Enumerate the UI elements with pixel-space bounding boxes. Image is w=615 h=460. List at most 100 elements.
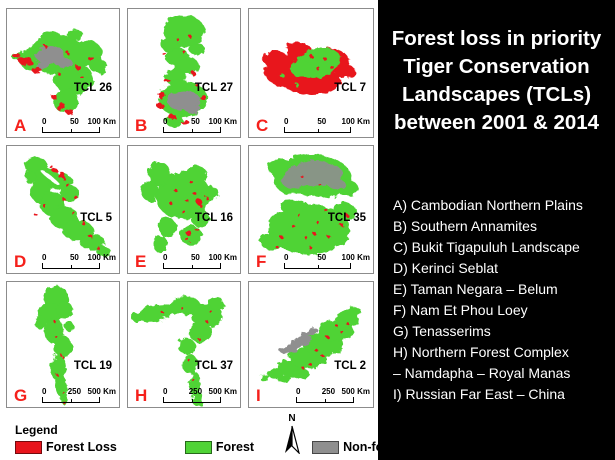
scale-end: 100 Km	[208, 253, 237, 262]
panel-letter: A	[14, 116, 27, 135]
forest-area	[279, 48, 341, 87]
scale-bar: 0 50 100 Km	[163, 253, 237, 269]
scale-bar: 0 50 100 Km	[284, 117, 370, 133]
scale-end: 100 Km	[341, 117, 370, 126]
scale-bar-line	[163, 127, 221, 133]
forest-area	[24, 156, 111, 257]
map-panel-tcl-35: TCL 35 F 0 50 100 Km	[248, 145, 374, 274]
forest-loss-area	[12, 45, 95, 115]
map-graphic-tcl-7	[263, 43, 355, 95]
map-grid: TCL 26 A 0 50 100 Km	[6, 8, 374, 408]
list-item: E) Taman Negara – Belum	[393, 281, 558, 297]
figure-title: Forest loss in priority Tiger Conservati…	[378, 25, 615, 137]
tcl-number-label: TCL 7	[334, 81, 366, 94]
scale-start: 0	[163, 253, 168, 262]
forest-loss-area	[275, 174, 349, 251]
scale-mid: 50	[190, 117, 200, 126]
scale-end: 100 Km	[87, 117, 116, 126]
map-graphic-tcl-35	[259, 154, 358, 255]
scale-mid: 250	[188, 387, 203, 396]
panel-letter: E	[135, 252, 147, 271]
scale-mid: 50	[317, 117, 327, 126]
map-panel-tcl-16: TCL 16 E 0 50 100 Km	[127, 145, 241, 274]
nonforest-area	[279, 328, 318, 355]
scale-bar: 0 250 500 Km	[42, 387, 116, 403]
north-arrow-icon	[285, 425, 301, 455]
list-item: B) Southern Annamites	[393, 218, 537, 234]
map-graphic-tcl-26	[11, 30, 108, 115]
map-panel-tcl-37: TCL 37 H 0 250 500 Km	[127, 281, 241, 408]
title-line: Tiger Conservation	[403, 55, 590, 78]
scale-end: 500 Km	[341, 387, 370, 396]
legend-label: Forest	[215, 440, 255, 454]
scale-bar: 0 250 500 Km	[163, 387, 237, 403]
map-graphic-tcl-37	[130, 296, 225, 407]
list-item: – Namdapha – Royal Manas	[393, 365, 571, 381]
scale-start: 0	[284, 117, 289, 126]
scale-bar: 0 50 100 Km	[163, 117, 237, 133]
panel-letter: D	[14, 252, 27, 271]
forest-loss-area	[169, 180, 209, 241]
tcl-number-label: TCL 26	[73, 81, 112, 94]
forest-loss-area	[35, 164, 99, 249]
map-panel-tcl-27: TCL 27 B 0 50 100 Km	[127, 8, 241, 138]
landscape-list: A) Cambodian Northern Plains B) Southern…	[393, 195, 609, 405]
forest-loss-swatch	[15, 440, 42, 454]
scale-mid: 50	[69, 117, 79, 126]
legend-label: Forest Loss	[46, 440, 117, 454]
scale-end: 500 Km	[208, 387, 237, 396]
scale-start: 0	[296, 387, 301, 396]
tcl-number-label: TCL 5	[80, 212, 112, 225]
scale-bar: 0 50 100 Km	[284, 253, 370, 269]
scale-bar: 0 50 100 Km	[42, 253, 116, 269]
forest-area	[34, 285, 75, 405]
tcl-number-label: TCL 27	[194, 81, 233, 94]
title-line: Forest loss in priority	[391, 27, 602, 50]
scale-end: 100 Km	[341, 253, 370, 262]
maps-area: TCL 26 A 0 50 100 Km	[6, 8, 407, 459]
scale-bar-line	[284, 127, 352, 133]
forest-loss-area	[162, 308, 212, 381]
map-graphic-tcl-5	[24, 156, 111, 257]
map-panel-tcl-7: TCL 7 C 0 50 100 Km	[248, 8, 374, 138]
river-gap	[40, 169, 61, 186]
scale-mid: 250	[67, 387, 82, 396]
tcl-number-label: TCL 19	[73, 359, 112, 372]
panel-letter: I	[256, 386, 261, 405]
scale-bar: 0 50 100 Km	[42, 117, 116, 133]
tcl-number-label: TCL 37	[194, 359, 233, 372]
north-label: N	[288, 413, 296, 424]
scale-bar-line	[163, 263, 221, 269]
scale-start: 0	[42, 117, 47, 126]
scale-start: 0	[163, 387, 168, 396]
scale-bar-line	[284, 263, 352, 269]
scale-bar: 0 250 500 Km	[296, 387, 370, 403]
north-arrow: N	[281, 414, 303, 459]
list-item: A) Cambodian Northern Plains	[393, 197, 583, 213]
scale-bar-line	[296, 397, 354, 403]
map-legend: Legend Forest Loss Forest Non-forest	[15, 423, 406, 454]
forest-area	[130, 296, 225, 407]
tcl-number-label: TCL 2	[334, 359, 366, 372]
map-panel-tcl-2: TCL 2 I 0 250 500 Km	[248, 281, 374, 408]
forest-loss-speckles	[310, 55, 334, 71]
panel-letter: C	[256, 116, 269, 135]
scale-mid: 50	[69, 253, 79, 262]
scale-end: 100 Km	[208, 117, 237, 126]
map-panel-tcl-19: TCL 19 G 0 250 500 Km	[6, 281, 120, 408]
list-item: G) Tenasserims	[393, 323, 491, 339]
scale-start: 0	[284, 253, 289, 262]
map-graphic-tcl-16	[141, 161, 219, 254]
tcl-number-label: TCL 35	[327, 212, 366, 225]
tcl-number-label: TCL 16	[194, 212, 233, 225]
nonforest-area	[167, 91, 201, 114]
scale-mid: 50	[190, 253, 200, 262]
legend-item-forest-loss: Forest Loss	[15, 440, 117, 454]
scale-start: 0	[163, 117, 168, 126]
panel-letter: F	[256, 252, 267, 271]
scale-bar-line	[42, 127, 100, 133]
scale-mid: 250	[321, 387, 336, 396]
list-item: I) Russian Far East – China	[393, 386, 565, 402]
scale-end: 100 Km	[87, 253, 116, 262]
